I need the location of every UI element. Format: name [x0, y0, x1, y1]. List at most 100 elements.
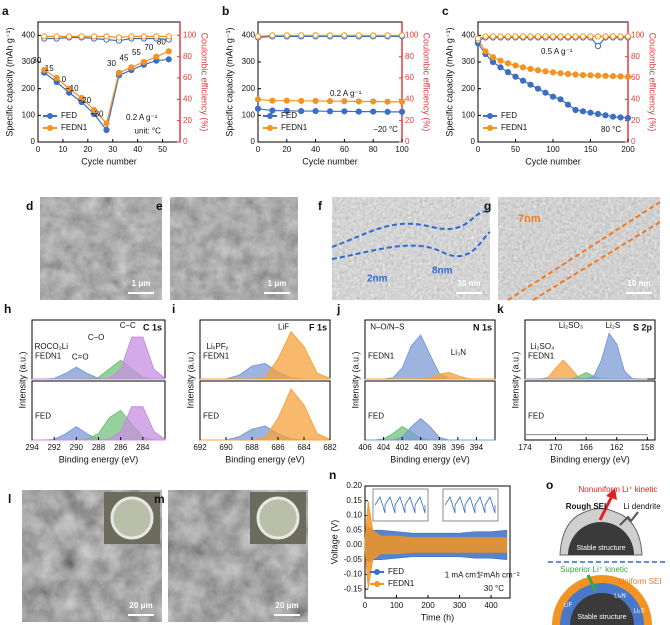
y-tick-label: 0.00 — [346, 540, 362, 549]
data-point — [594, 33, 602, 40]
x-tick-label: 20 — [83, 145, 92, 154]
diagram-text: Uniform SEI — [618, 577, 661, 586]
data-point — [66, 85, 73, 92]
y-tick-label: 200 — [462, 84, 476, 93]
data-point — [564, 101, 572, 108]
data-point — [534, 85, 542, 92]
data-point — [269, 97, 276, 104]
data-point — [165, 33, 172, 40]
y-tick-label: -0.05 — [344, 555, 363, 564]
data-point — [549, 33, 557, 40]
data-point — [542, 68, 549, 75]
y2-tick-label: 100 — [183, 30, 197, 39]
diagram-text: Li dendrite — [623, 502, 661, 511]
y-axis-label: Specific capacity (mAh g⁻¹) — [4, 27, 14, 136]
data-point — [557, 96, 564, 103]
x-tick-label: 166 — [579, 443, 593, 452]
data-point — [519, 77, 527, 84]
data-point — [165, 48, 172, 55]
data-point — [617, 73, 624, 80]
annotation: unit: °C — [135, 126, 162, 135]
data-point — [617, 114, 624, 121]
y-tick-label: 400 — [462, 30, 476, 39]
data-point — [557, 33, 564, 40]
point-label: 45 — [120, 53, 129, 62]
y2-tick-label: 20 — [405, 116, 414, 125]
voltage-band — [364, 500, 508, 590]
x-tick-label: 398 — [433, 443, 447, 452]
subplot-label: FED — [368, 412, 384, 421]
inset — [442, 488, 499, 522]
legend-label: FEDN1 — [501, 123, 528, 132]
data-point — [78, 94, 85, 102]
x-tick-label: 80 — [369, 145, 378, 154]
data-point — [384, 98, 391, 105]
arrow-head — [606, 488, 617, 500]
data-point — [370, 98, 377, 105]
subplot-label: FED — [35, 412, 51, 421]
data-point — [609, 73, 617, 80]
x-tick-label: 686 — [271, 443, 285, 452]
data-point — [326, 108, 334, 115]
data-point — [609, 33, 617, 40]
y2-tick-label: 60 — [405, 73, 414, 82]
x-tick-label: 0 — [363, 601, 368, 610]
y2-tick-label: 80 — [405, 52, 414, 61]
scale-bar-label: 10 nm — [627, 279, 650, 288]
y2-tick-label: 0 — [405, 137, 410, 146]
scale-bar-label: 20 μm — [129, 601, 152, 610]
y2-tick-label: 40 — [405, 94, 414, 103]
data-point — [534, 33, 542, 40]
data-point — [527, 81, 534, 88]
inset — [372, 488, 429, 522]
x-tick-label: 400 — [484, 601, 498, 610]
y2-tick-label: 0 — [183, 137, 188, 146]
x-tick-label: 294 — [25, 443, 39, 452]
interface-line — [331, 231, 491, 260]
x-tick-label: 100 — [390, 601, 404, 610]
data-point — [587, 109, 594, 116]
y-tick-label: 400 — [242, 30, 256, 39]
panel-title: S 2p — [633, 322, 653, 332]
y-tick-label: 0.15 — [346, 496, 362, 505]
stable-dome — [570, 593, 634, 625]
x-axis-label: Binding energy (eV) — [390, 454, 470, 464]
legend-label: FED — [281, 111, 297, 120]
data-point — [564, 70, 572, 78]
y2-tick-label: 40 — [183, 94, 192, 103]
annotation: 7nm — [518, 213, 541, 225]
annotation: 30 °C — [484, 584, 504, 593]
legend-marker — [47, 113, 53, 119]
data-point — [482, 48, 489, 55]
x-axis-label: Binding energy (eV) — [59, 454, 139, 464]
x-tick-label: 100 — [395, 145, 409, 154]
x-tick-label: 158 — [641, 443, 655, 452]
legend-marker — [47, 125, 53, 131]
x-tick-label: 30 — [108, 145, 117, 154]
data-point — [497, 57, 504, 64]
data-point — [398, 98, 406, 105]
panel-label: k — [497, 302, 504, 316]
legend-marker — [487, 125, 493, 131]
data-point — [572, 71, 579, 78]
panel-label: g — [484, 199, 491, 213]
data-point — [519, 64, 527, 71]
peak-fill — [32, 406, 166, 441]
peak-fill — [32, 336, 166, 380]
x-tick-label: 20 — [282, 145, 291, 154]
y2-tick-label: 20 — [631, 116, 640, 125]
y2-tick-label: 40 — [631, 94, 640, 103]
data-point — [370, 108, 377, 115]
legend-label: FEDN1 — [388, 579, 415, 588]
y-tick-label: -0.10 — [344, 570, 363, 579]
peak-fill — [365, 372, 495, 380]
y-axis-label: Intensity (a.u.) — [17, 351, 27, 408]
diagram-text: Li₃N — [614, 594, 625, 600]
data-point — [512, 73, 519, 80]
legend-label: FED — [388, 567, 404, 576]
y-tick-label: 200 — [242, 84, 256, 93]
x-tick-label: 406 — [358, 443, 372, 452]
data-point — [90, 106, 98, 114]
data-point — [103, 126, 110, 134]
